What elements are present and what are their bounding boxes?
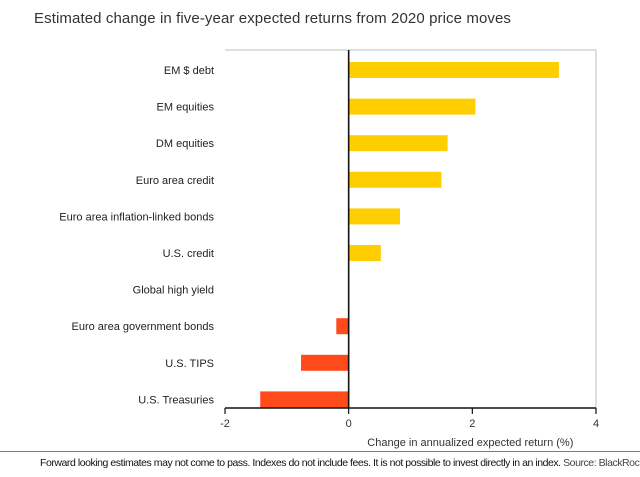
category-label-9: U.S. TIPS [165, 358, 214, 370]
x-tick-label-1: -2 [220, 418, 230, 430]
bar-2 [348, 98, 476, 115]
bar-10 [260, 391, 349, 408]
bar-3 [348, 135, 448, 152]
chart-title: Estimated change in five-year expected r… [34, 10, 512, 27]
category-label-4: Euro area credit [136, 175, 214, 187]
x-axis: -2 0 2 4 [220, 50, 599, 430]
footer-source: Source: BlackRock [563, 457, 640, 469]
footer-divider [0, 451, 640, 452]
footer-note: Forward looking estimates may not come t… [40, 457, 561, 469]
x-tick-label-2: 0 [346, 418, 352, 430]
x-tick-label-3: 2 [469, 418, 475, 430]
bar-chart: EM $ debt EM equities DM equities Euro area… [59, 49, 599, 449]
footer: Forward looking estimates may not come t… [40, 457, 640, 469]
x-tick-label-4: 4 [593, 418, 599, 430]
category-label-5: Euro area inflation-linked bonds [59, 211, 214, 223]
x-axis-title: Change in annualized expected return (%) [367, 437, 573, 449]
plot-frame [225, 49, 597, 408]
category-label-3: DM equities [156, 138, 215, 150]
bar-9 [301, 354, 349, 371]
category-label-6: U.S. credit [163, 248, 214, 260]
bar-6 [348, 245, 381, 261]
bars [260, 62, 559, 408]
bar-8 [336, 318, 349, 335]
category-label-7: Global high yield [133, 285, 214, 297]
bar-4 [348, 171, 442, 188]
category-label-10: U.S. Treasuries [138, 394, 214, 406]
category-labels: EM $ debt EM equities DM equities Euro area… [59, 65, 214, 406]
category-label-1: EM $ debt [164, 65, 214, 77]
category-label-2: EM equities [157, 102, 215, 114]
category-label-8: Euro area government bonds [72, 321, 215, 333]
bar-5 [348, 208, 400, 225]
bar-1 [348, 62, 559, 78]
